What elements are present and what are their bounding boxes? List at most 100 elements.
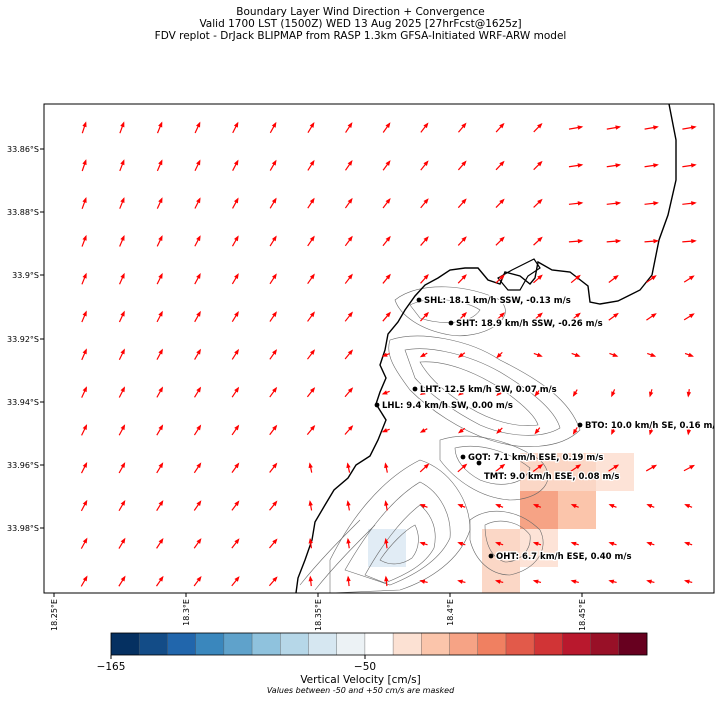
wind-arrow — [231, 348, 239, 360]
wind-arrow — [532, 541, 542, 547]
wind-arrow — [118, 348, 125, 360]
wind-arrow — [533, 352, 543, 357]
wind-arrow — [644, 163, 659, 168]
wind-arrow — [194, 310, 201, 323]
wind-arrow — [495, 198, 505, 208]
wind-arrow — [382, 198, 391, 209]
wind-arrow — [345, 122, 353, 133]
wind-arrow — [156, 348, 163, 360]
wind-arrow — [608, 464, 620, 472]
colorbar-swatch — [223, 633, 253, 655]
lon-tick-label: 18.3°E — [182, 599, 191, 626]
wind-arrow — [683, 275, 695, 283]
station-dot-tmt — [476, 460, 482, 466]
wind-arrow — [570, 464, 582, 472]
wind-arrow — [80, 575, 88, 587]
wind-arrow — [119, 159, 125, 172]
wind-arrow — [495, 122, 505, 133]
wind-arrow — [156, 386, 164, 398]
lat-tick-label: 33.94°S — [7, 398, 39, 407]
wind-arrow — [457, 236, 467, 246]
colorbar-swatch — [421, 633, 450, 655]
wind-arrow — [568, 125, 584, 130]
wind-arrow — [457, 198, 467, 209]
wind-arrow — [81, 348, 87, 361]
wind-arrow — [308, 537, 313, 549]
wind-arrow — [80, 499, 88, 512]
wind-arrow — [420, 311, 429, 322]
wind-arrow — [419, 463, 430, 473]
longitude-ticks: 18.25°E 18.3°E 18.35°E 18.4°E 18.45°E — [50, 593, 587, 631]
wind-arrow — [344, 273, 353, 284]
wind-arrow — [457, 352, 466, 358]
wind-arrow — [647, 352, 657, 357]
wind-arrow — [572, 389, 578, 397]
wind-arrow — [269, 538, 278, 549]
wind-arrow — [495, 160, 505, 171]
wind-arrow — [457, 579, 466, 584]
wind-arrow — [231, 424, 240, 436]
chart-title: Boundary Layer Wind Direction + Converge… — [236, 6, 485, 18]
wind-arrow — [533, 274, 543, 284]
wind-arrow — [194, 197, 201, 209]
wind-arrow — [307, 122, 315, 134]
wind-arrow — [457, 160, 467, 171]
wind-arrow — [231, 576, 240, 587]
wind-arrow — [156, 121, 163, 134]
station-label-tmt: TMT: 9.0 km/h ESE, 0.08 m/s — [484, 472, 619, 482]
wind-arrow — [269, 500, 278, 511]
wind-arrow — [346, 537, 351, 549]
wind-arrow — [644, 125, 659, 130]
wind-arrow — [682, 201, 697, 206]
wind-arrow — [269, 311, 277, 322]
colorbar-swatch — [280, 633, 309, 655]
colorbar-tick-label: −50 — [354, 661, 376, 673]
wind-arrow — [646, 504, 655, 509]
wind-arrow — [606, 163, 622, 168]
colorbar: −165 −50 — [97, 632, 648, 673]
colorbar-swatch — [393, 633, 422, 655]
colorbar-swatch — [364, 633, 394, 655]
wind-arrow — [606, 239, 622, 244]
station-label-got: GOT: 7.1 km/h ESE, 0.19 m/s — [468, 453, 603, 463]
wind-arrow — [419, 579, 428, 584]
wind-arrow — [384, 537, 389, 549]
wind-arrow — [457, 390, 466, 396]
wind-arrow — [382, 160, 391, 171]
wind-arrow — [269, 386, 278, 398]
wind-arrow — [231, 235, 239, 247]
wind-arrow — [269, 273, 277, 285]
wind-arrow — [420, 198, 429, 209]
wind-arrow — [81, 234, 87, 247]
wind-arrow — [344, 197, 353, 209]
colorbar-swatch — [167, 633, 196, 655]
wind-arrow — [568, 201, 584, 206]
wind-arrow — [156, 197, 163, 209]
colorbar-note: Values between -50 and +50 cm/s are mask… — [266, 686, 455, 695]
wind-arrow — [232, 197, 239, 209]
wind-arrows — [80, 121, 697, 587]
wind-arrow — [683, 579, 693, 584]
wind-arrow — [495, 463, 506, 473]
wind-arrow — [644, 201, 659, 206]
wind-arrow — [683, 464, 695, 472]
map-frame — [43, 103, 715, 594]
wind-arrow — [307, 273, 315, 285]
station-dot-got — [460, 454, 466, 460]
station-label-lhl: LHL: 9.4 km/h SW, 0.00 m/s — [382, 401, 513, 411]
wind-arrow — [119, 234, 125, 247]
wind-arrow — [156, 235, 163, 247]
wind-arrow — [193, 538, 202, 549]
wind-arrow — [344, 311, 353, 322]
station-dot-shl — [416, 297, 422, 303]
wind-arrow — [381, 390, 390, 395]
wind-arrow — [193, 462, 202, 474]
wind-arrow — [608, 579, 617, 584]
wind-arrow — [495, 236, 505, 246]
wind-arrow — [571, 352, 581, 357]
wind-arrow — [457, 504, 466, 509]
wind-arrow — [118, 310, 125, 323]
station-dot-oht — [488, 553, 494, 559]
lat-tick-label: 33.96°S — [7, 461, 39, 470]
